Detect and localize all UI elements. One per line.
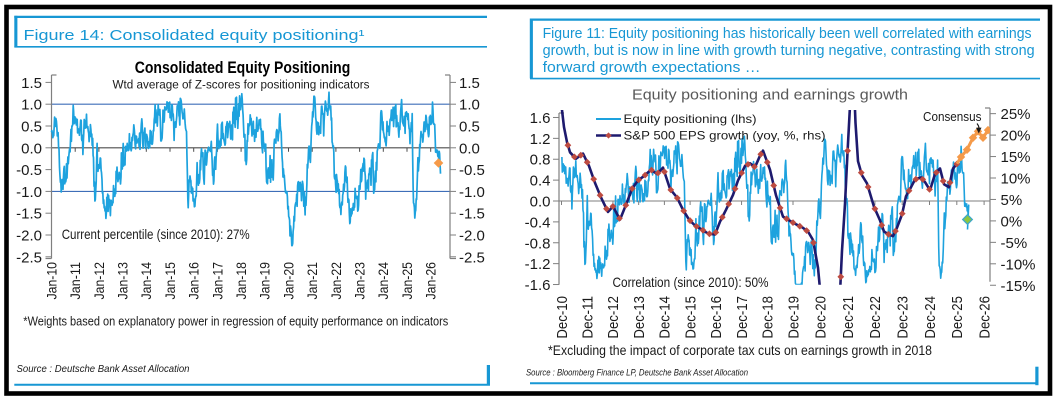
svg-text:-15%: -15% — [1001, 278, 1036, 295]
svg-text:Dec-10: Dec-10 — [554, 296, 571, 339]
svg-text:Consolidated Equity Positionin: Consolidated Equity Positioning — [135, 58, 351, 77]
svg-text:Dec-20: Dec-20 — [813, 296, 830, 339]
svg-text:Figure 14: Consolidated equity: Figure 14: Consolidated equity positioni… — [24, 28, 365, 44]
svg-text:-2.0: -2.0 — [459, 228, 485, 245]
svg-text:1.5: 1.5 — [459, 75, 480, 92]
svg-text:15%: 15% — [1001, 149, 1031, 166]
svg-text:S&P 500 EPS growth (yoy, %, rh: S&P 500 EPS growth (yoy, %, rhs) — [624, 129, 826, 143]
svg-text:Jan-26: Jan-26 — [423, 262, 439, 300]
svg-text:Dec-13: Dec-13 — [631, 296, 648, 339]
svg-text:Jan-17: Jan-17 — [209, 262, 225, 300]
svg-text:Figure 11: Equity positioning: Figure 11: Equity positioning has histor… — [543, 26, 1032, 42]
svg-text:*Excluding the impact of corpo: *Excluding the impact of corporate tax c… — [548, 342, 932, 358]
svg-text:Jan-13: Jan-13 — [114, 262, 130, 300]
svg-text:-5%: -5% — [1001, 235, 1028, 252]
svg-text:Jan-24: Jan-24 — [375, 262, 391, 300]
svg-text:-0.5: -0.5 — [16, 162, 42, 179]
svg-text:Dec-21: Dec-21 — [840, 296, 857, 339]
svg-text:Correlation (since 2010): 50%: Correlation (since 2010): 50% — [613, 274, 769, 290]
svg-text:10%: 10% — [1001, 171, 1031, 188]
svg-text:Dec-17: Dec-17 — [734, 296, 751, 339]
svg-text:-1.5: -1.5 — [16, 206, 42, 223]
svg-text:Dec-22: Dec-22 — [867, 296, 884, 339]
svg-text:Equity positioning (lhs): Equity positioning (lhs) — [624, 112, 757, 126]
svg-text:Wtd average of Z-scores for po: Wtd average of Z-scores for positioning … — [113, 77, 370, 91]
svg-text:Jan-11: Jan-11 — [67, 262, 83, 300]
svg-text:Jan-21: Jan-21 — [304, 262, 320, 300]
svg-text:-1.5: -1.5 — [459, 206, 485, 223]
svg-text:25%: 25% — [1001, 106, 1031, 123]
svg-text:Source : Deutsche Bank Asset A: Source : Deutsche Bank Asset Allocation — [17, 363, 190, 375]
svg-text:Dec-23: Dec-23 — [895, 296, 912, 339]
svg-text:Consensus: Consensus — [923, 110, 982, 124]
svg-text:-2.5: -2.5 — [16, 249, 42, 266]
svg-text:0%: 0% — [1001, 213, 1023, 230]
svg-text:-0.4: -0.4 — [525, 214, 551, 231]
svg-text:0.8: 0.8 — [530, 152, 551, 169]
svg-text:Jan-22: Jan-22 — [328, 262, 344, 300]
svg-text:Dec-26: Dec-26 — [976, 296, 993, 339]
svg-text:0.0: 0.0 — [530, 194, 551, 211]
svg-text:-1.0: -1.0 — [459, 184, 485, 201]
svg-text:1.0: 1.0 — [459, 97, 480, 114]
svg-text:-2.0: -2.0 — [16, 228, 42, 245]
svg-text:0.5: 0.5 — [459, 119, 480, 136]
svg-text:1.2: 1.2 — [530, 131, 551, 148]
svg-text:Dec-14: Dec-14 — [657, 296, 674, 339]
svg-text:1.5: 1.5 — [21, 75, 42, 92]
svg-text:*Weights based on explanatory: *Weights based on explanatory power in r… — [23, 314, 448, 329]
svg-text:Jan-18: Jan-18 — [233, 262, 249, 300]
svg-text:Jan-12: Jan-12 — [91, 262, 107, 300]
svg-text:Dec-24: Dec-24 — [922, 296, 939, 339]
svg-text:Dec-12: Dec-12 — [605, 296, 622, 339]
svg-text:-2.5: -2.5 — [459, 249, 485, 266]
svg-text:-1.2: -1.2 — [525, 256, 551, 273]
svg-text:0.5: 0.5 — [21, 119, 42, 136]
svg-text:Jan-15: Jan-15 — [162, 262, 178, 300]
svg-text:Dec-11: Dec-11 — [580, 296, 597, 339]
svg-text:forward growth expectations …: forward growth expectations … — [543, 60, 761, 76]
svg-text:1.6: 1.6 — [530, 110, 551, 127]
svg-text:1.0: 1.0 — [21, 97, 42, 114]
svg-text:-1.6: -1.6 — [525, 277, 551, 294]
svg-text:Current percentile (since 2010: Current percentile (since 2010): 27% — [62, 226, 250, 242]
svg-text:Source : Bloomberg Finance LP,: Source : Bloomberg Finance LP, Deutsche … — [526, 367, 748, 378]
svg-text:Jan-20: Jan-20 — [280, 262, 296, 300]
svg-text:20%: 20% — [1001, 128, 1031, 145]
svg-text:5%: 5% — [1001, 192, 1023, 209]
svg-text:-0.8: -0.8 — [525, 235, 551, 252]
svg-text:-1.0: -1.0 — [16, 184, 42, 201]
svg-text:Dec-19: Dec-19 — [785, 296, 802, 339]
svg-text:0.0: 0.0 — [21, 140, 42, 157]
svg-text:-10%: -10% — [1001, 256, 1036, 273]
svg-text:Jan-25: Jan-25 — [399, 262, 415, 300]
svg-text:Dec-18: Dec-18 — [760, 296, 777, 339]
svg-text:Jan-16: Jan-16 — [186, 262, 202, 300]
svg-text:Jan-23: Jan-23 — [352, 262, 368, 300]
svg-text:Jan-14: Jan-14 — [138, 262, 154, 300]
svg-text:-0.5: -0.5 — [459, 162, 485, 179]
svg-text:Jan-10: Jan-10 — [43, 262, 59, 300]
svg-text:growth, but is now in line wit: growth, but is now in line with growth t… — [543, 43, 1035, 59]
svg-text:0.0: 0.0 — [459, 140, 480, 157]
svg-text:Jan-19: Jan-19 — [257, 262, 273, 300]
svg-text:Dec-16: Dec-16 — [708, 296, 725, 339]
svg-text:Dec-25: Dec-25 — [949, 296, 966, 339]
svg-text:0.4: 0.4 — [530, 173, 551, 190]
svg-text:Equity positioning and earning: Equity positioning and earnings growth — [632, 87, 908, 104]
svg-text:Dec-15: Dec-15 — [682, 296, 699, 339]
